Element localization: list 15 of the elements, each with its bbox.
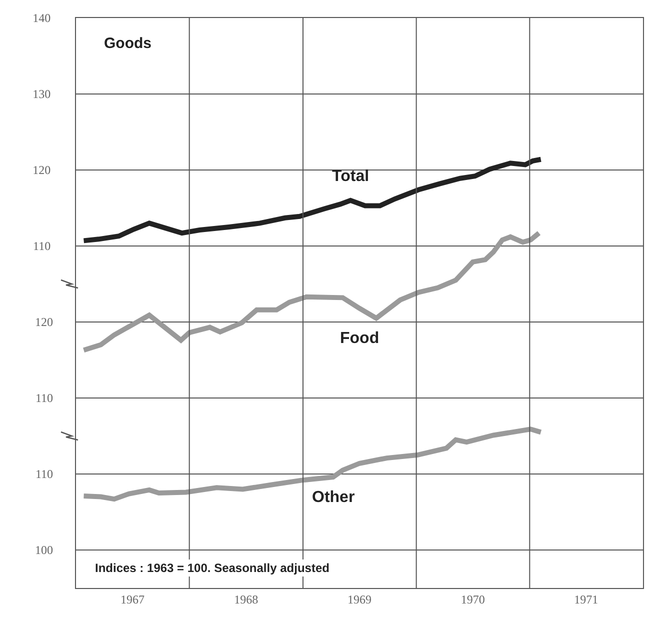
y3-tick-label: 100 <box>35 543 53 558</box>
series-label: Total <box>332 168 370 185</box>
y-tick-label: 130 <box>32 87 51 102</box>
x-tick-label: 1969 <box>348 592 372 606</box>
series-label: Food <box>340 330 380 347</box>
x-tick-label: 1970 <box>460 592 485 606</box>
x-tick-label: 1968 <box>234 592 258 606</box>
text: Goods <box>104 35 152 52</box>
y-tick-label: 120 <box>32 163 51 178</box>
y-tick-label: 110 <box>33 239 51 254</box>
annotation: Indices : 1963 = 100. Seasonally adjusted <box>95 561 330 575</box>
x-tick-label: 1967 <box>120 592 145 606</box>
x-tick-label: 1971 <box>574 592 598 606</box>
y-tick-label: 140 <box>32 11 51 26</box>
series-label: Other <box>312 489 355 506</box>
